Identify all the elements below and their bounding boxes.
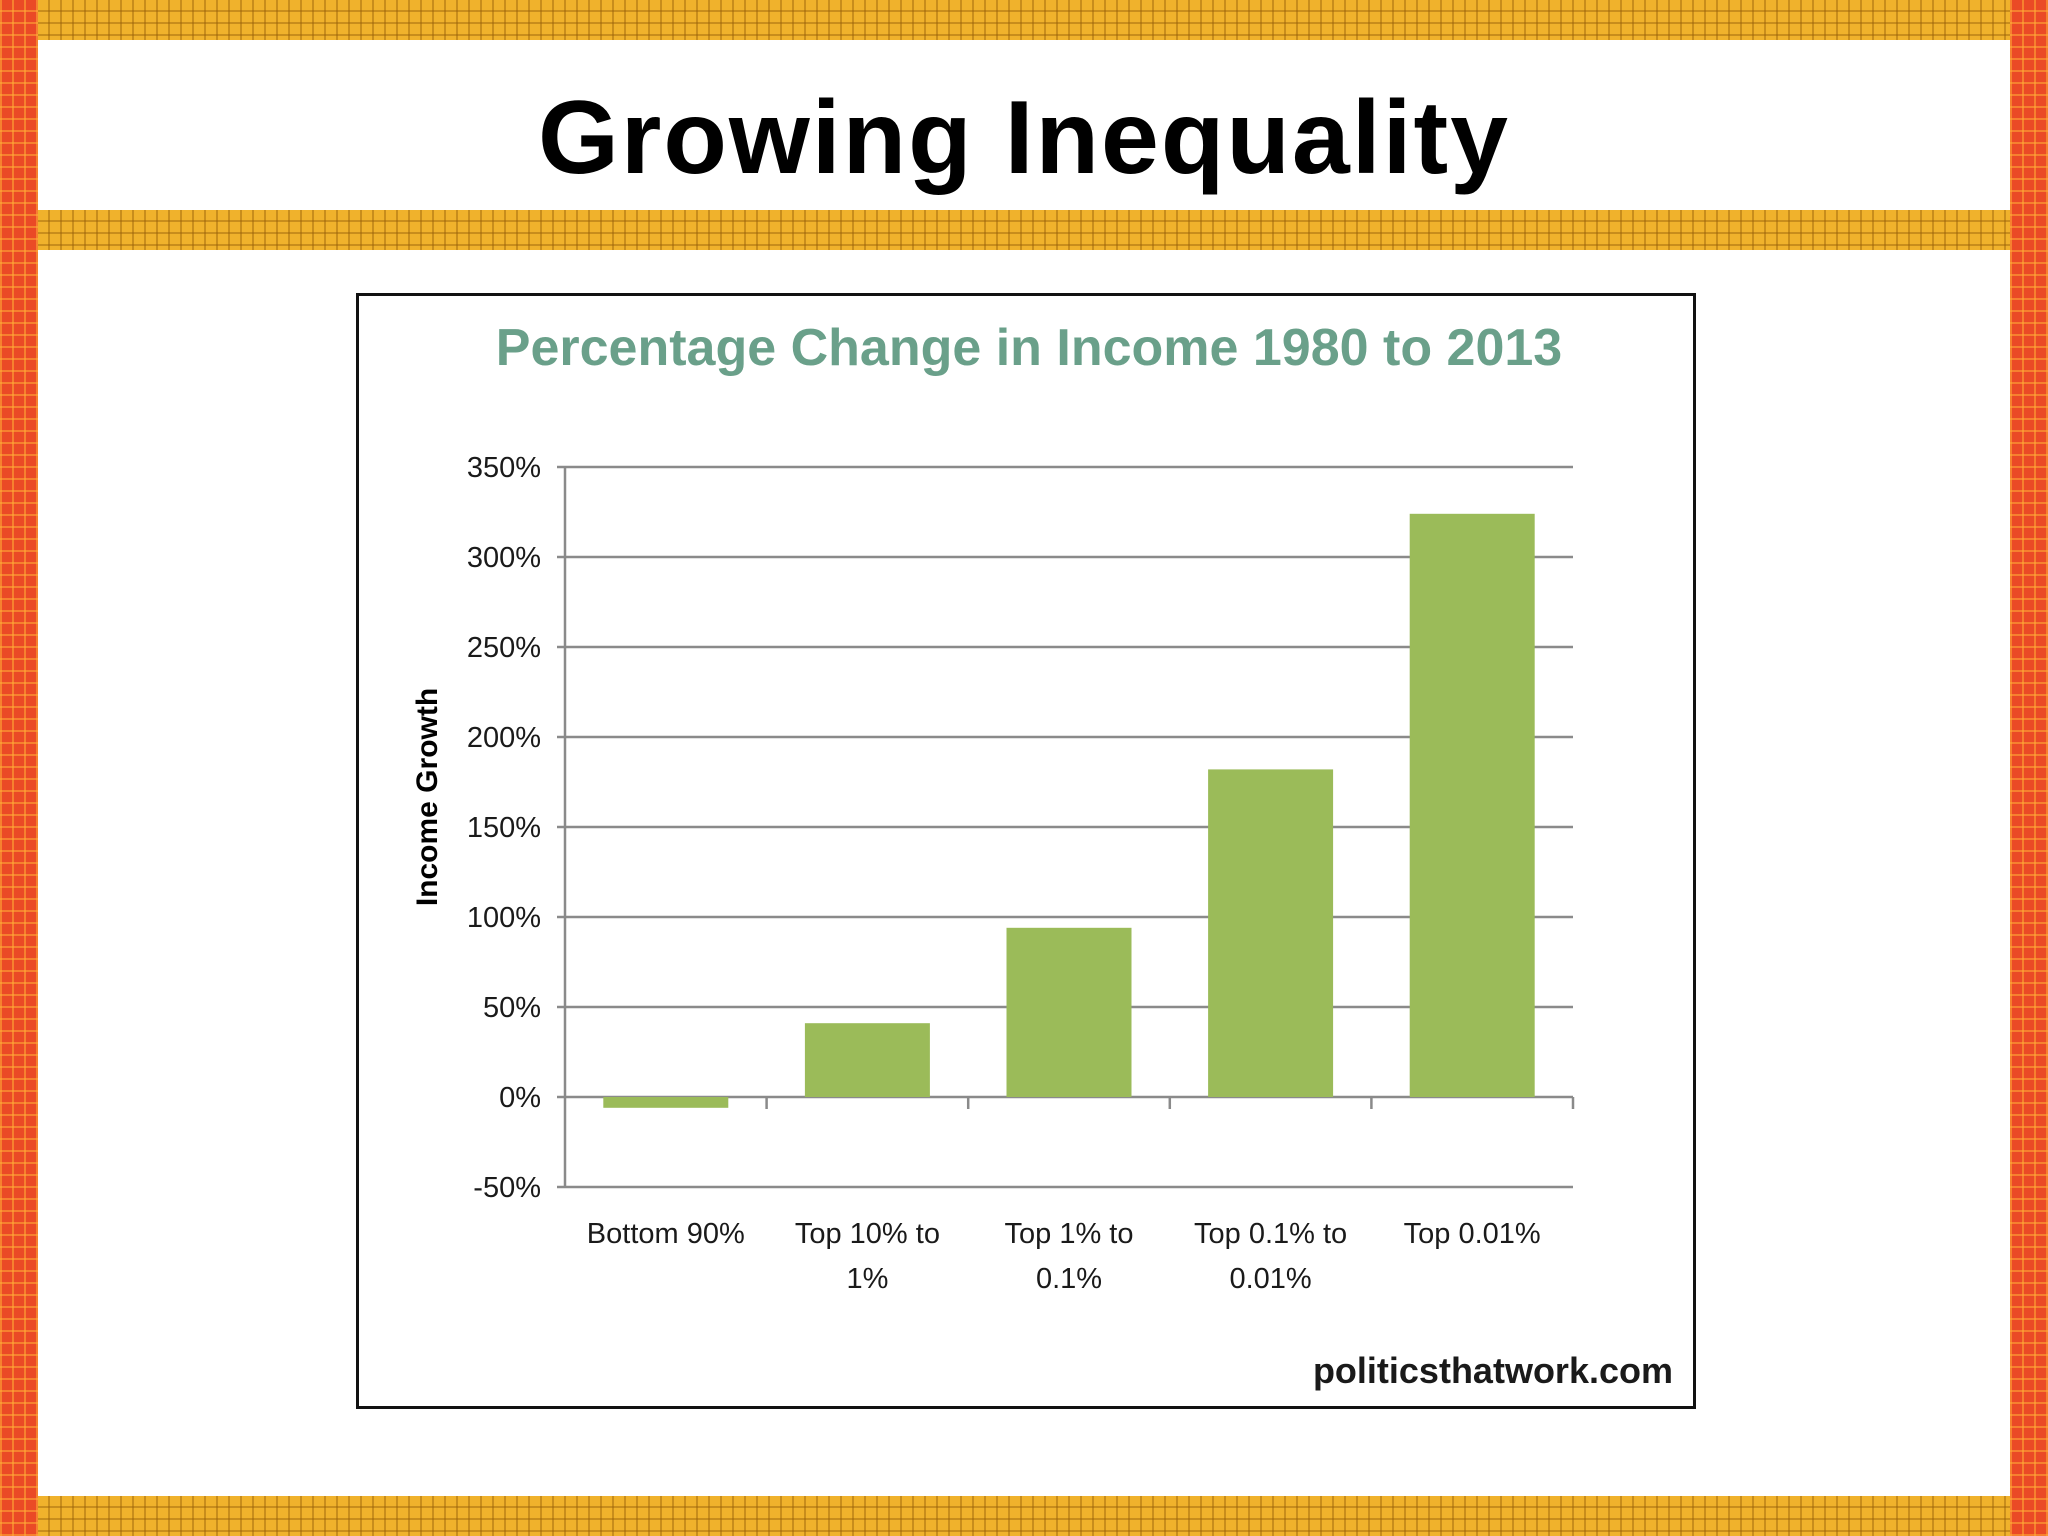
y-tick-label: 350% xyxy=(467,452,541,484)
x-category-label: 0.1% xyxy=(1036,1263,1102,1295)
x-category-label: Top 0.1% to xyxy=(1194,1218,1347,1250)
y-axis-label: Income Growth xyxy=(411,687,445,907)
x-category-label: Top 10% to xyxy=(795,1218,940,1250)
top-border xyxy=(0,0,2048,40)
y-tick-label: 150% xyxy=(467,812,541,844)
bar xyxy=(1208,769,1334,1097)
x-category-label: Top 1% to xyxy=(1005,1218,1134,1250)
bar xyxy=(1006,927,1132,1097)
x-category-label: Top 0.01% xyxy=(1404,1218,1541,1250)
chart-frame: Percentage Change in Income 1980 to 2013… xyxy=(356,293,1696,1409)
x-category-label: 0.01% xyxy=(1229,1263,1311,1295)
slide-title: Growing Inequality xyxy=(537,80,1511,196)
y-tick-label: -50% xyxy=(473,1172,541,1204)
source-label: politicsthatwork.com xyxy=(1312,1350,1673,1391)
chart-title: Percentage Change in Income 1980 to 2013 xyxy=(495,319,1563,377)
y-tick-label: 300% xyxy=(467,542,541,574)
left-border xyxy=(0,0,38,1536)
bar xyxy=(804,1023,930,1097)
y-tick-label: 0% xyxy=(499,1082,541,1114)
y-tick-label: 200% xyxy=(467,722,541,754)
y-tick-label: 100% xyxy=(467,902,541,934)
bar xyxy=(1409,513,1535,1097)
bar xyxy=(603,1097,729,1108)
right-border xyxy=(2010,0,2048,1536)
title-divider-border xyxy=(0,210,2048,250)
bottom-border xyxy=(0,1496,2048,1536)
x-category-label: 1% xyxy=(846,1263,888,1295)
y-tick-label: 50% xyxy=(483,992,541,1024)
x-category-label: Bottom 90% xyxy=(587,1218,745,1250)
bar-chart: -50% 0% 50% 100% 150% 200% 250% 300% 350% Bottom … xyxy=(467,452,1575,1295)
y-tick-label: 250% xyxy=(467,632,541,664)
